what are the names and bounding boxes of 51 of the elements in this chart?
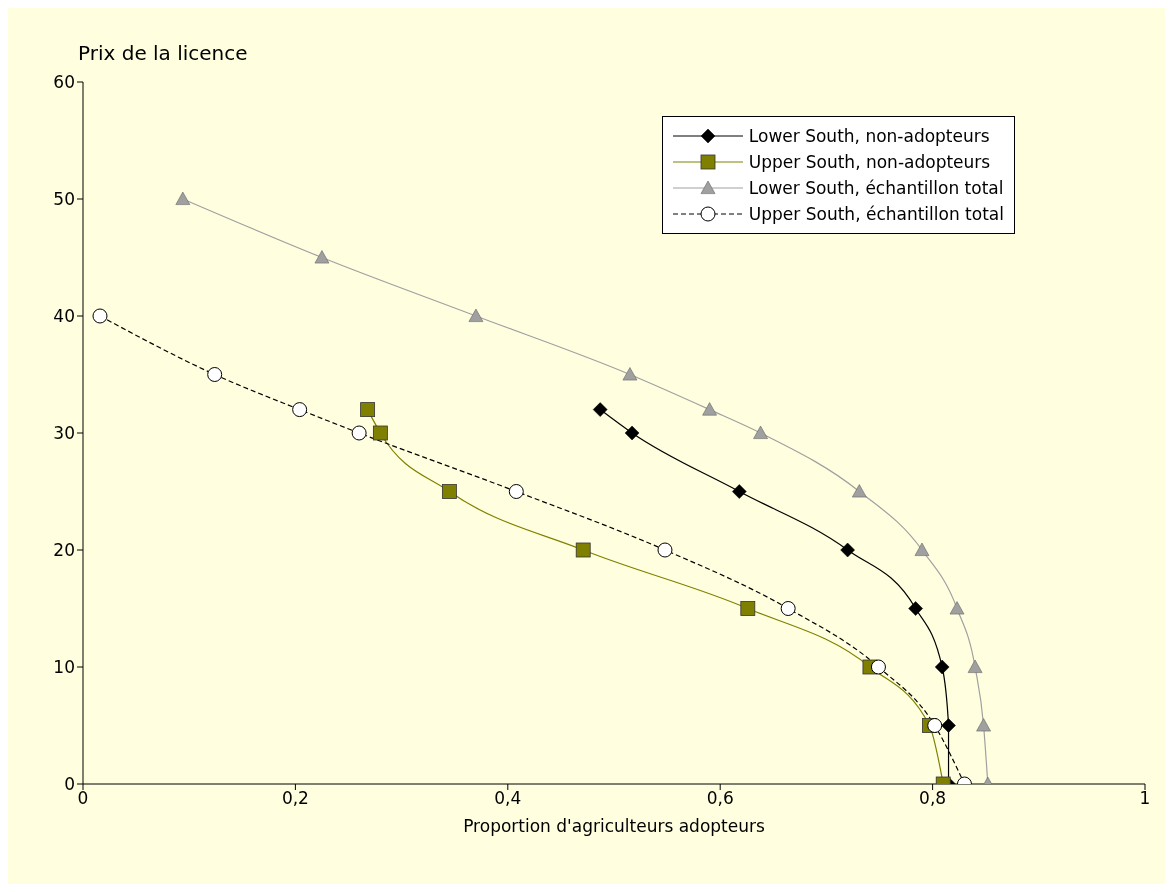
x-tick-label: 0,6 (706, 788, 734, 809)
point (870, 659, 886, 675)
point (575, 542, 591, 558)
point (967, 659, 983, 673)
point (175, 191, 191, 205)
x-tick-label: 0,2 (281, 788, 309, 809)
x-tick-label: 0,4 (494, 788, 522, 809)
point (780, 601, 796, 616)
point (372, 425, 388, 441)
point (976, 718, 991, 732)
point (292, 402, 308, 418)
y-tick-label: 30 (53, 423, 75, 444)
y-tick-label: 10 (53, 657, 75, 678)
point (508, 484, 524, 499)
point (592, 402, 608, 417)
y-tick-label: 40 (53, 306, 75, 327)
point (949, 601, 965, 615)
point (927, 718, 943, 733)
x-tick-label: 0,8 (919, 788, 947, 809)
point (92, 308, 108, 324)
y-tick-label: 50 (53, 189, 75, 210)
x-tick-label: 1 (1139, 788, 1151, 809)
legend-label: Upper South, échantillon total (748, 204, 1004, 224)
x-axis-title: Proportion d'agriculteurs adopteurs (463, 816, 765, 836)
point (468, 308, 484, 322)
point (941, 718, 956, 733)
y-tick-label: 20 (53, 540, 75, 561)
point (732, 484, 747, 499)
point (840, 542, 855, 558)
point (934, 659, 950, 675)
legend-label: Lower South, non-adopteurs (748, 126, 990, 146)
y-tick-label: 0 (64, 774, 75, 795)
point (908, 601, 923, 616)
point (314, 250, 330, 264)
point (624, 425, 640, 441)
legend-label: Lower South, échantillon total (748, 178, 1004, 198)
point (702, 402, 717, 416)
legend-label: Upper South, non-adopteurs (748, 152, 991, 172)
point (360, 402, 376, 417)
point (914, 542, 930, 556)
point (207, 367, 223, 382)
y-axis-title: Prix de la licence (78, 41, 248, 65)
point (351, 425, 367, 441)
x-tick-label: 0 (77, 788, 89, 809)
point (657, 542, 673, 558)
point (441, 484, 457, 499)
point (740, 601, 756, 616)
y-tick-label: 60 (53, 72, 75, 93)
point (622, 367, 638, 381)
point (753, 425, 768, 439)
point (852, 484, 867, 498)
